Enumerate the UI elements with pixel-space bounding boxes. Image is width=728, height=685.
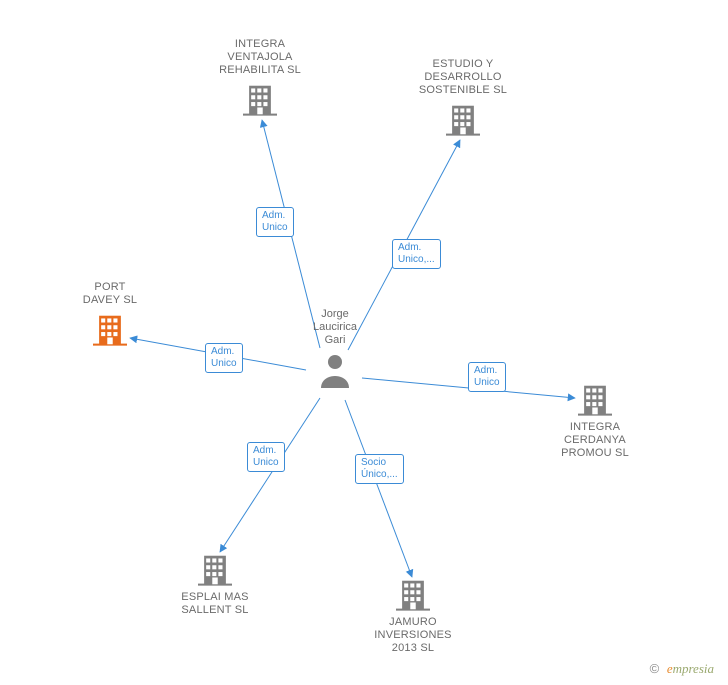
brand-rest: mpresia <box>673 661 714 676</box>
building-icon-n2 <box>446 106 480 136</box>
node-label-n2: ESTUDIO YDESARROLLOSOSTENIBLE SL <box>403 58 523 97</box>
copyright-symbol: © <box>650 661 660 676</box>
node-label-n6: JAMUROINVERSIONES2013 SL <box>353 616 473 655</box>
edge-label-n1: Adm.Unico <box>256 207 294 237</box>
edge-n6 <box>345 400 412 577</box>
building-icon-n4 <box>578 386 612 416</box>
center-label: JorgeLauciricaGari <box>295 308 375 347</box>
node-label-n5: ESPLAI MASSALLENT SL <box>155 591 275 617</box>
building-icon-n1 <box>243 86 277 116</box>
building-icon-n6 <box>396 581 430 611</box>
edge-label-n6: SocioÚnico,... <box>355 454 404 484</box>
footer: © empresia <box>650 661 714 677</box>
node-label-n4: INTEGRACERDANYAPROMOU SL <box>535 421 655 460</box>
edge-label-n5: Adm.Unico <box>247 442 285 472</box>
building-icon-n3 <box>93 316 127 346</box>
edge-label-n4: Adm.Unico <box>468 362 506 392</box>
edge-label-n2: Adm.Unico,... <box>392 239 441 269</box>
edge-n5 <box>220 398 320 552</box>
node-label-n1: INTEGRAVENTAJOLAREHABILITA SL <box>200 38 320 77</box>
building-icon-n5 <box>198 556 232 586</box>
node-label-n3: PORTDAVEY SL <box>50 281 170 307</box>
person-icon <box>321 355 349 388</box>
edge-label-n3: Adm.Unico <box>205 343 243 373</box>
